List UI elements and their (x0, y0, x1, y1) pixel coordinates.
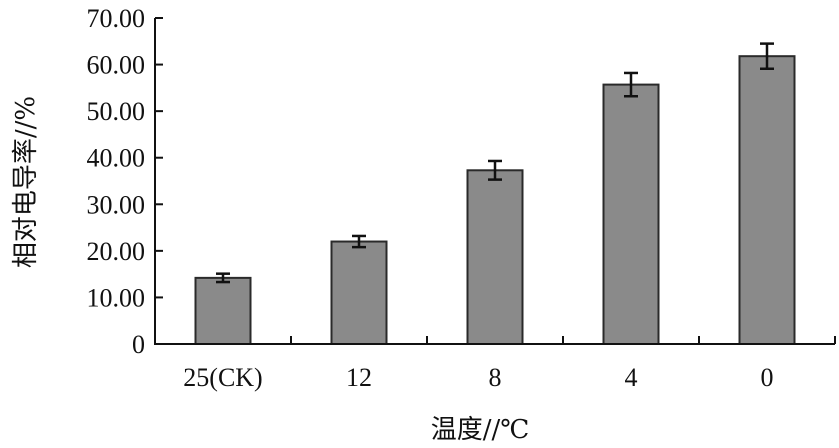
x-tick-label: 12 (346, 363, 372, 392)
bars-group (194, 55, 796, 346)
axes-group (154, 18, 835, 345)
y-tick-label: 30.00 (87, 190, 146, 219)
error-bars-group (216, 42, 774, 284)
error-bar-4 (624, 71, 638, 98)
bar-4 (602, 83, 660, 346)
x-tick-label: 4 (625, 363, 638, 392)
x-tick-label: 8 (489, 363, 502, 392)
y-tick-label: 50.00 (87, 97, 146, 126)
error-bar-5 (760, 42, 774, 71)
error-bar-1 (216, 272, 230, 284)
bar-3 (466, 169, 524, 345)
bar-5 (738, 55, 796, 346)
y-axis-title: 相对电导率//% (11, 96, 41, 268)
bar-2 (330, 240, 388, 346)
y-ticks-group: 0 10.00 20.00 30.00 40.00 50.00 60.00 70.00 (87, 4, 163, 359)
error-bar-2 (352, 234, 366, 249)
error-bar-3 (488, 159, 502, 181)
y-tick-label: 60.00 (87, 51, 146, 80)
y-tick-label: 20.00 (87, 237, 146, 266)
x-axis-title: 温度//℃ (431, 415, 530, 445)
x-tick-label: 25(CK) (183, 363, 262, 392)
x-tick-label: 0 (761, 363, 774, 392)
bar-1 (194, 276, 252, 345)
x-ticks-group: 25(CK) 12 8 4 0 (183, 336, 836, 392)
y-tick-label: 0 (132, 330, 145, 359)
y-tick-label: 70.00 (87, 4, 146, 33)
y-tick-label: 10.00 (87, 283, 146, 312)
y-tick-label: 40.00 (87, 144, 146, 173)
